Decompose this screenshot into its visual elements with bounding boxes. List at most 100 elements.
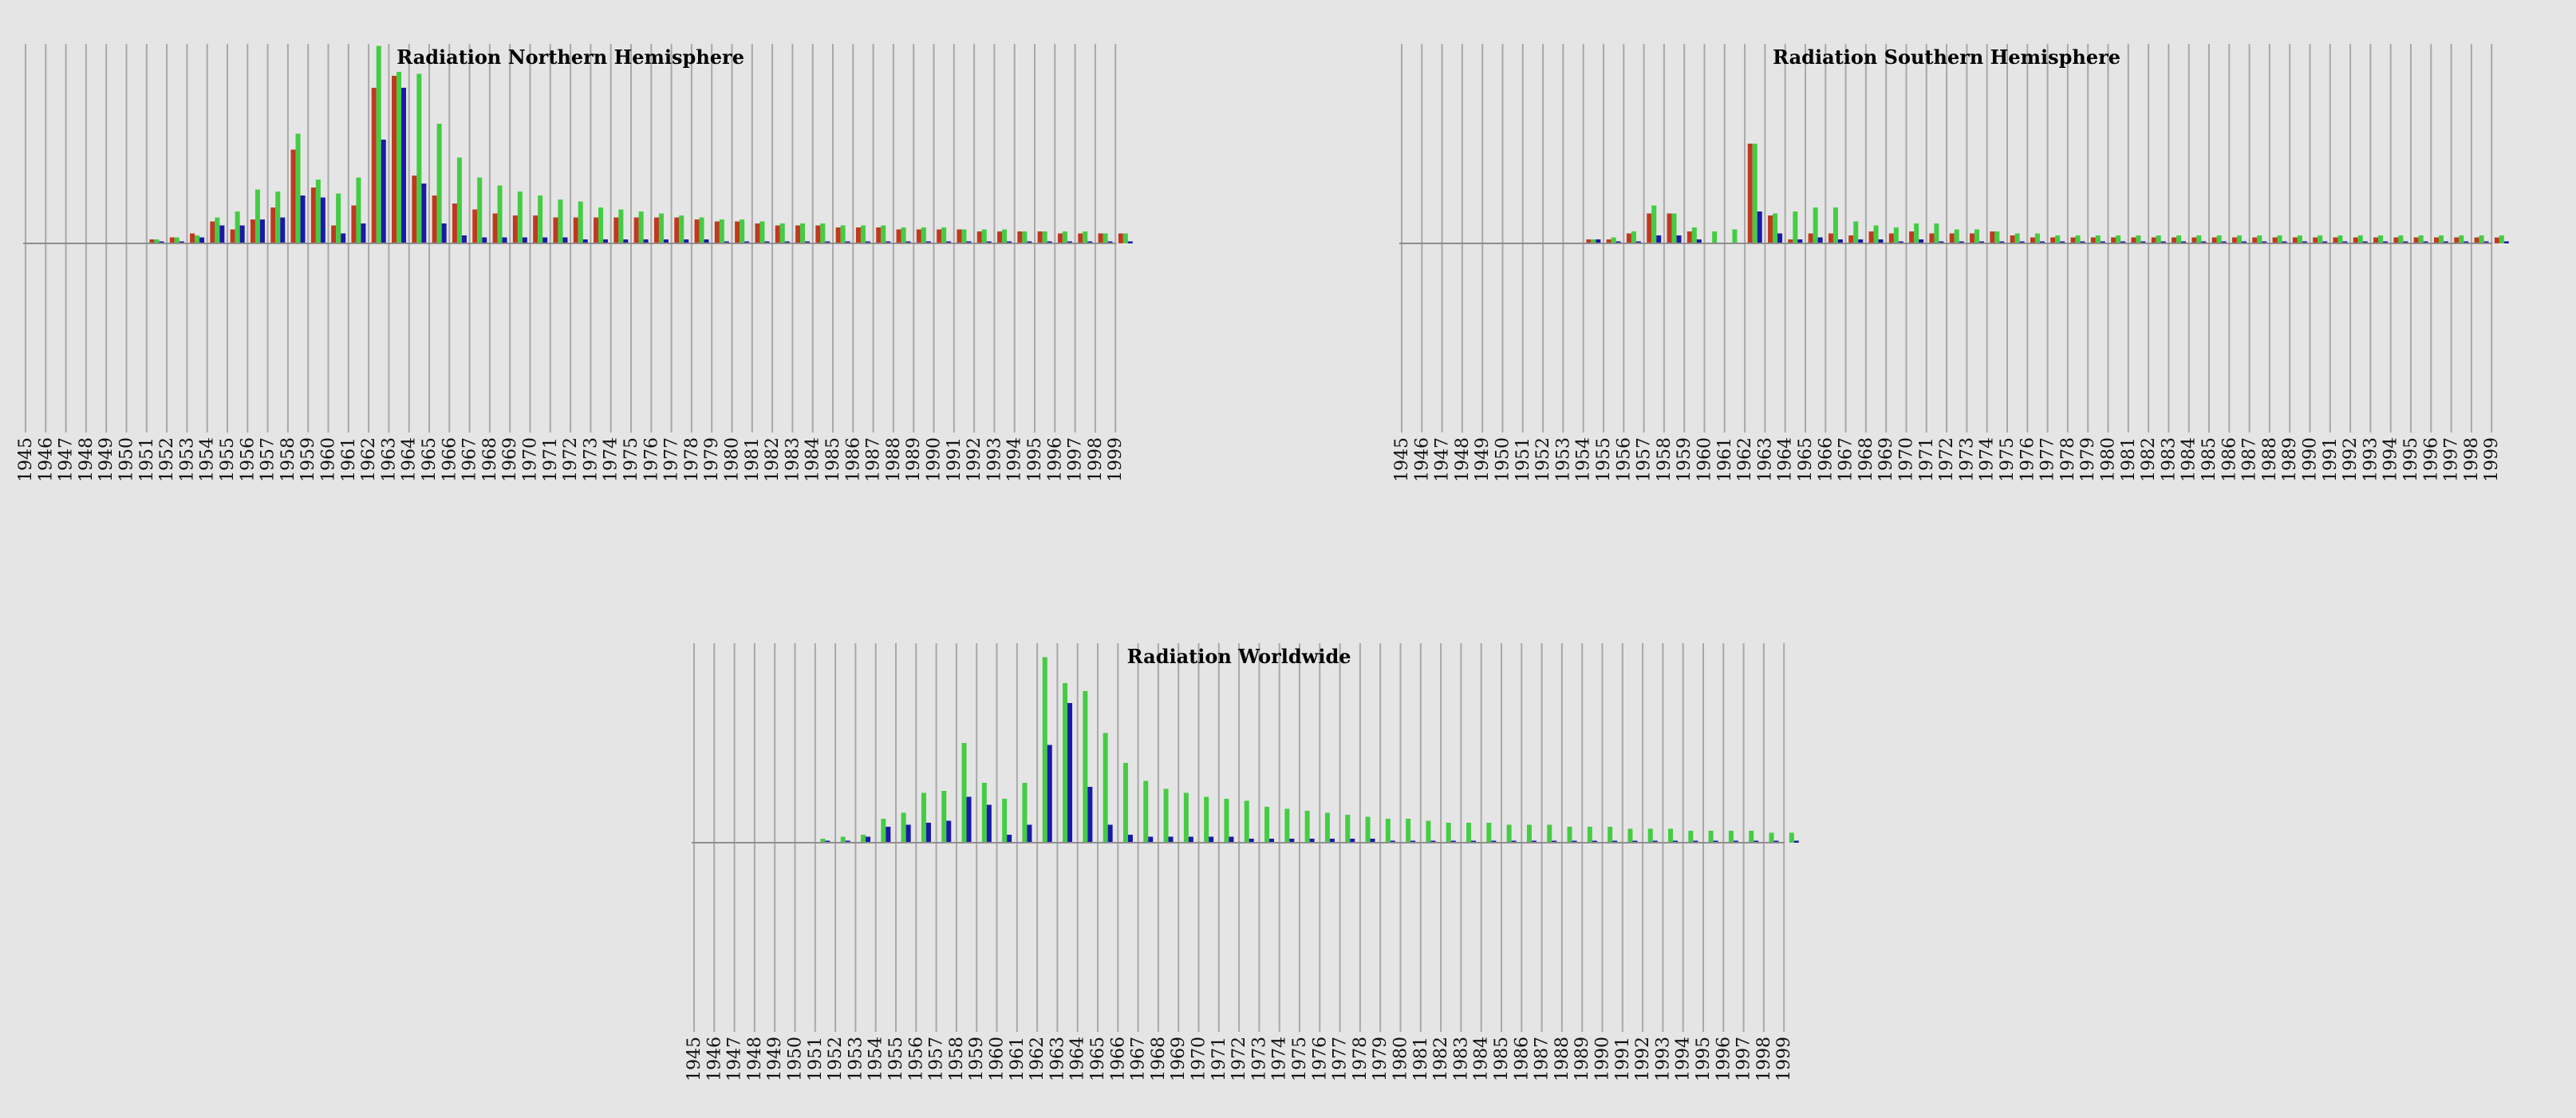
x-tick-label: 1955 xyxy=(1594,437,1614,482)
x-tick-label: 1986 xyxy=(1512,1037,1532,1081)
bar-1959-series-3 xyxy=(1696,239,1702,243)
bar-1961-series-1 xyxy=(1022,783,1028,843)
bar-1982-series-2 xyxy=(1450,840,1456,843)
x-tick-label: 1969 xyxy=(500,437,520,482)
x-tick-label: 1966 xyxy=(440,437,460,482)
bar-1990-series-1 xyxy=(2313,237,2318,243)
bar-1983-series-3 xyxy=(2181,241,2187,243)
x-tick-label: 1984 xyxy=(1472,1037,1492,1081)
bar-1997-series-3 xyxy=(1087,241,1093,243)
x-tick-label: 1956 xyxy=(1614,437,1634,482)
bar-1993-series-1 xyxy=(997,231,1003,243)
x-tick-label: 1979 xyxy=(2078,437,2098,482)
x-tick-label: 1945 xyxy=(1392,437,1412,482)
bar-1996-series-2 xyxy=(1062,231,1067,243)
bar-1980-series-3 xyxy=(2120,241,2126,243)
bar-1991-series-1 xyxy=(2333,237,2338,243)
bar-1998-series-1 xyxy=(2474,237,2479,243)
bar-1974-series-2 xyxy=(618,209,624,243)
x-tick-label: 1993 xyxy=(2361,437,2381,482)
bar-1983-series-3 xyxy=(805,241,811,243)
bar-1973-series-3 xyxy=(603,239,609,243)
bar-1963-series-3 xyxy=(401,88,407,243)
bar-1991-series-2 xyxy=(2337,235,2343,243)
x-tick-label: 1983 xyxy=(2159,437,2179,482)
bar-1985-series-2 xyxy=(2216,235,2222,243)
bar-1990-series-1 xyxy=(937,229,942,243)
x-tick-label: 1999 xyxy=(1774,1037,1794,1081)
bar-1971-series-1 xyxy=(553,217,558,243)
bar-1965-series-3 xyxy=(441,223,447,243)
x-tick-label: 1959 xyxy=(967,1037,987,1081)
x-tick-label: 1998 xyxy=(2462,437,2482,482)
bar-1968-series-3 xyxy=(502,237,507,243)
bar-1982-series-2 xyxy=(779,223,785,243)
bar-1959-series-2 xyxy=(315,180,321,243)
bar-1982-series-3 xyxy=(2160,241,2166,243)
bar-1980-series-1 xyxy=(2111,237,2116,243)
bar-1976-series-2 xyxy=(1329,839,1335,843)
x-tick-label: 1948 xyxy=(1453,437,1473,482)
bar-1957-series-2 xyxy=(946,820,952,843)
bar-1969-series-1 xyxy=(1888,233,1894,243)
x-tick-label: 1955 xyxy=(886,1037,906,1081)
x-tick-label: 1974 xyxy=(1270,1037,1290,1081)
bar-1985-series-1 xyxy=(1506,824,1512,843)
bar-1972-series-1 xyxy=(1949,233,1955,243)
bar-1978-series-1 xyxy=(694,219,700,243)
x-tick-label: 1982 xyxy=(1431,1037,1451,1081)
bar-1959-series-2 xyxy=(986,804,992,843)
bar-1962-series-2 xyxy=(376,45,381,243)
x-tick-label: 1969 xyxy=(1876,437,1896,482)
x-tick-label: 1986 xyxy=(2219,437,2239,482)
bar-1968-series-1 xyxy=(492,213,498,243)
x-tick-label: 1981 xyxy=(1411,1037,1431,1081)
bar-1996-series-1 xyxy=(2433,237,2439,243)
bar-1969-series-1 xyxy=(512,215,518,243)
bar-1978-series-2 xyxy=(1370,839,1375,843)
bar-1986-series-3 xyxy=(2241,241,2247,243)
bar-1956-series-2 xyxy=(254,189,260,243)
bar-1971-series-3 xyxy=(1939,241,1944,243)
x-tick-label: 1978 xyxy=(2058,437,2078,482)
bar-1968-series-1 xyxy=(1868,231,1874,243)
bar-1970-series-1 xyxy=(533,215,538,243)
bar-1971-series-2 xyxy=(1934,223,1939,243)
x-tick-label: 1996 xyxy=(2421,437,2441,482)
bar-1992-series-1 xyxy=(2353,237,2358,243)
bar-1954-series-3 xyxy=(219,225,225,243)
bar-1951-series-2 xyxy=(825,840,830,843)
bar-1971-series-1 xyxy=(1224,799,1229,843)
bar-1954-series-3 xyxy=(1596,239,1601,243)
bar-1995-series-2 xyxy=(2418,235,2424,243)
bar-1961-series-2 xyxy=(1027,824,1032,843)
bar-1975-series-3 xyxy=(643,239,649,243)
x-tick-label: 1967 xyxy=(1129,1037,1149,1081)
bar-1991-series-2 xyxy=(1632,840,1638,843)
x-tick-label: 1965 xyxy=(1088,1037,1108,1081)
x-tick-label: 1952 xyxy=(157,437,177,482)
bar-1965-series-2 xyxy=(1813,207,1818,243)
bar-1953-series-1 xyxy=(190,233,195,243)
bar-1951-series-3 xyxy=(159,241,164,243)
bar-1953-series-2 xyxy=(195,235,200,243)
bar-1987-series-3 xyxy=(886,241,891,243)
x-tick-label: 1957 xyxy=(927,1037,947,1081)
x-tick-label: 1989 xyxy=(904,437,924,482)
x-tick-label: 1965 xyxy=(1796,437,1816,482)
bar-1969-series-3 xyxy=(522,237,527,243)
bar-1979-series-2 xyxy=(2095,235,2101,243)
x-tick-label: 1970 xyxy=(1897,437,1917,482)
bar-1969-series-2 xyxy=(1188,836,1193,843)
bar-1975-series-2 xyxy=(2014,233,2020,243)
bar-1957-series-3 xyxy=(280,217,286,243)
bar-1986-series-1 xyxy=(855,227,861,243)
bar-1997-series-3 xyxy=(2464,241,2469,243)
x-tick-label: 1977 xyxy=(2038,437,2058,482)
bar-1954-series-2 xyxy=(886,827,891,843)
x-tick-label: 1974 xyxy=(602,437,621,482)
bar-1982-series-3 xyxy=(784,241,790,243)
bar-1975-series-1 xyxy=(1304,811,1310,843)
bar-1970-series-3 xyxy=(1919,239,1924,243)
bar-1958-series-1 xyxy=(961,743,967,843)
